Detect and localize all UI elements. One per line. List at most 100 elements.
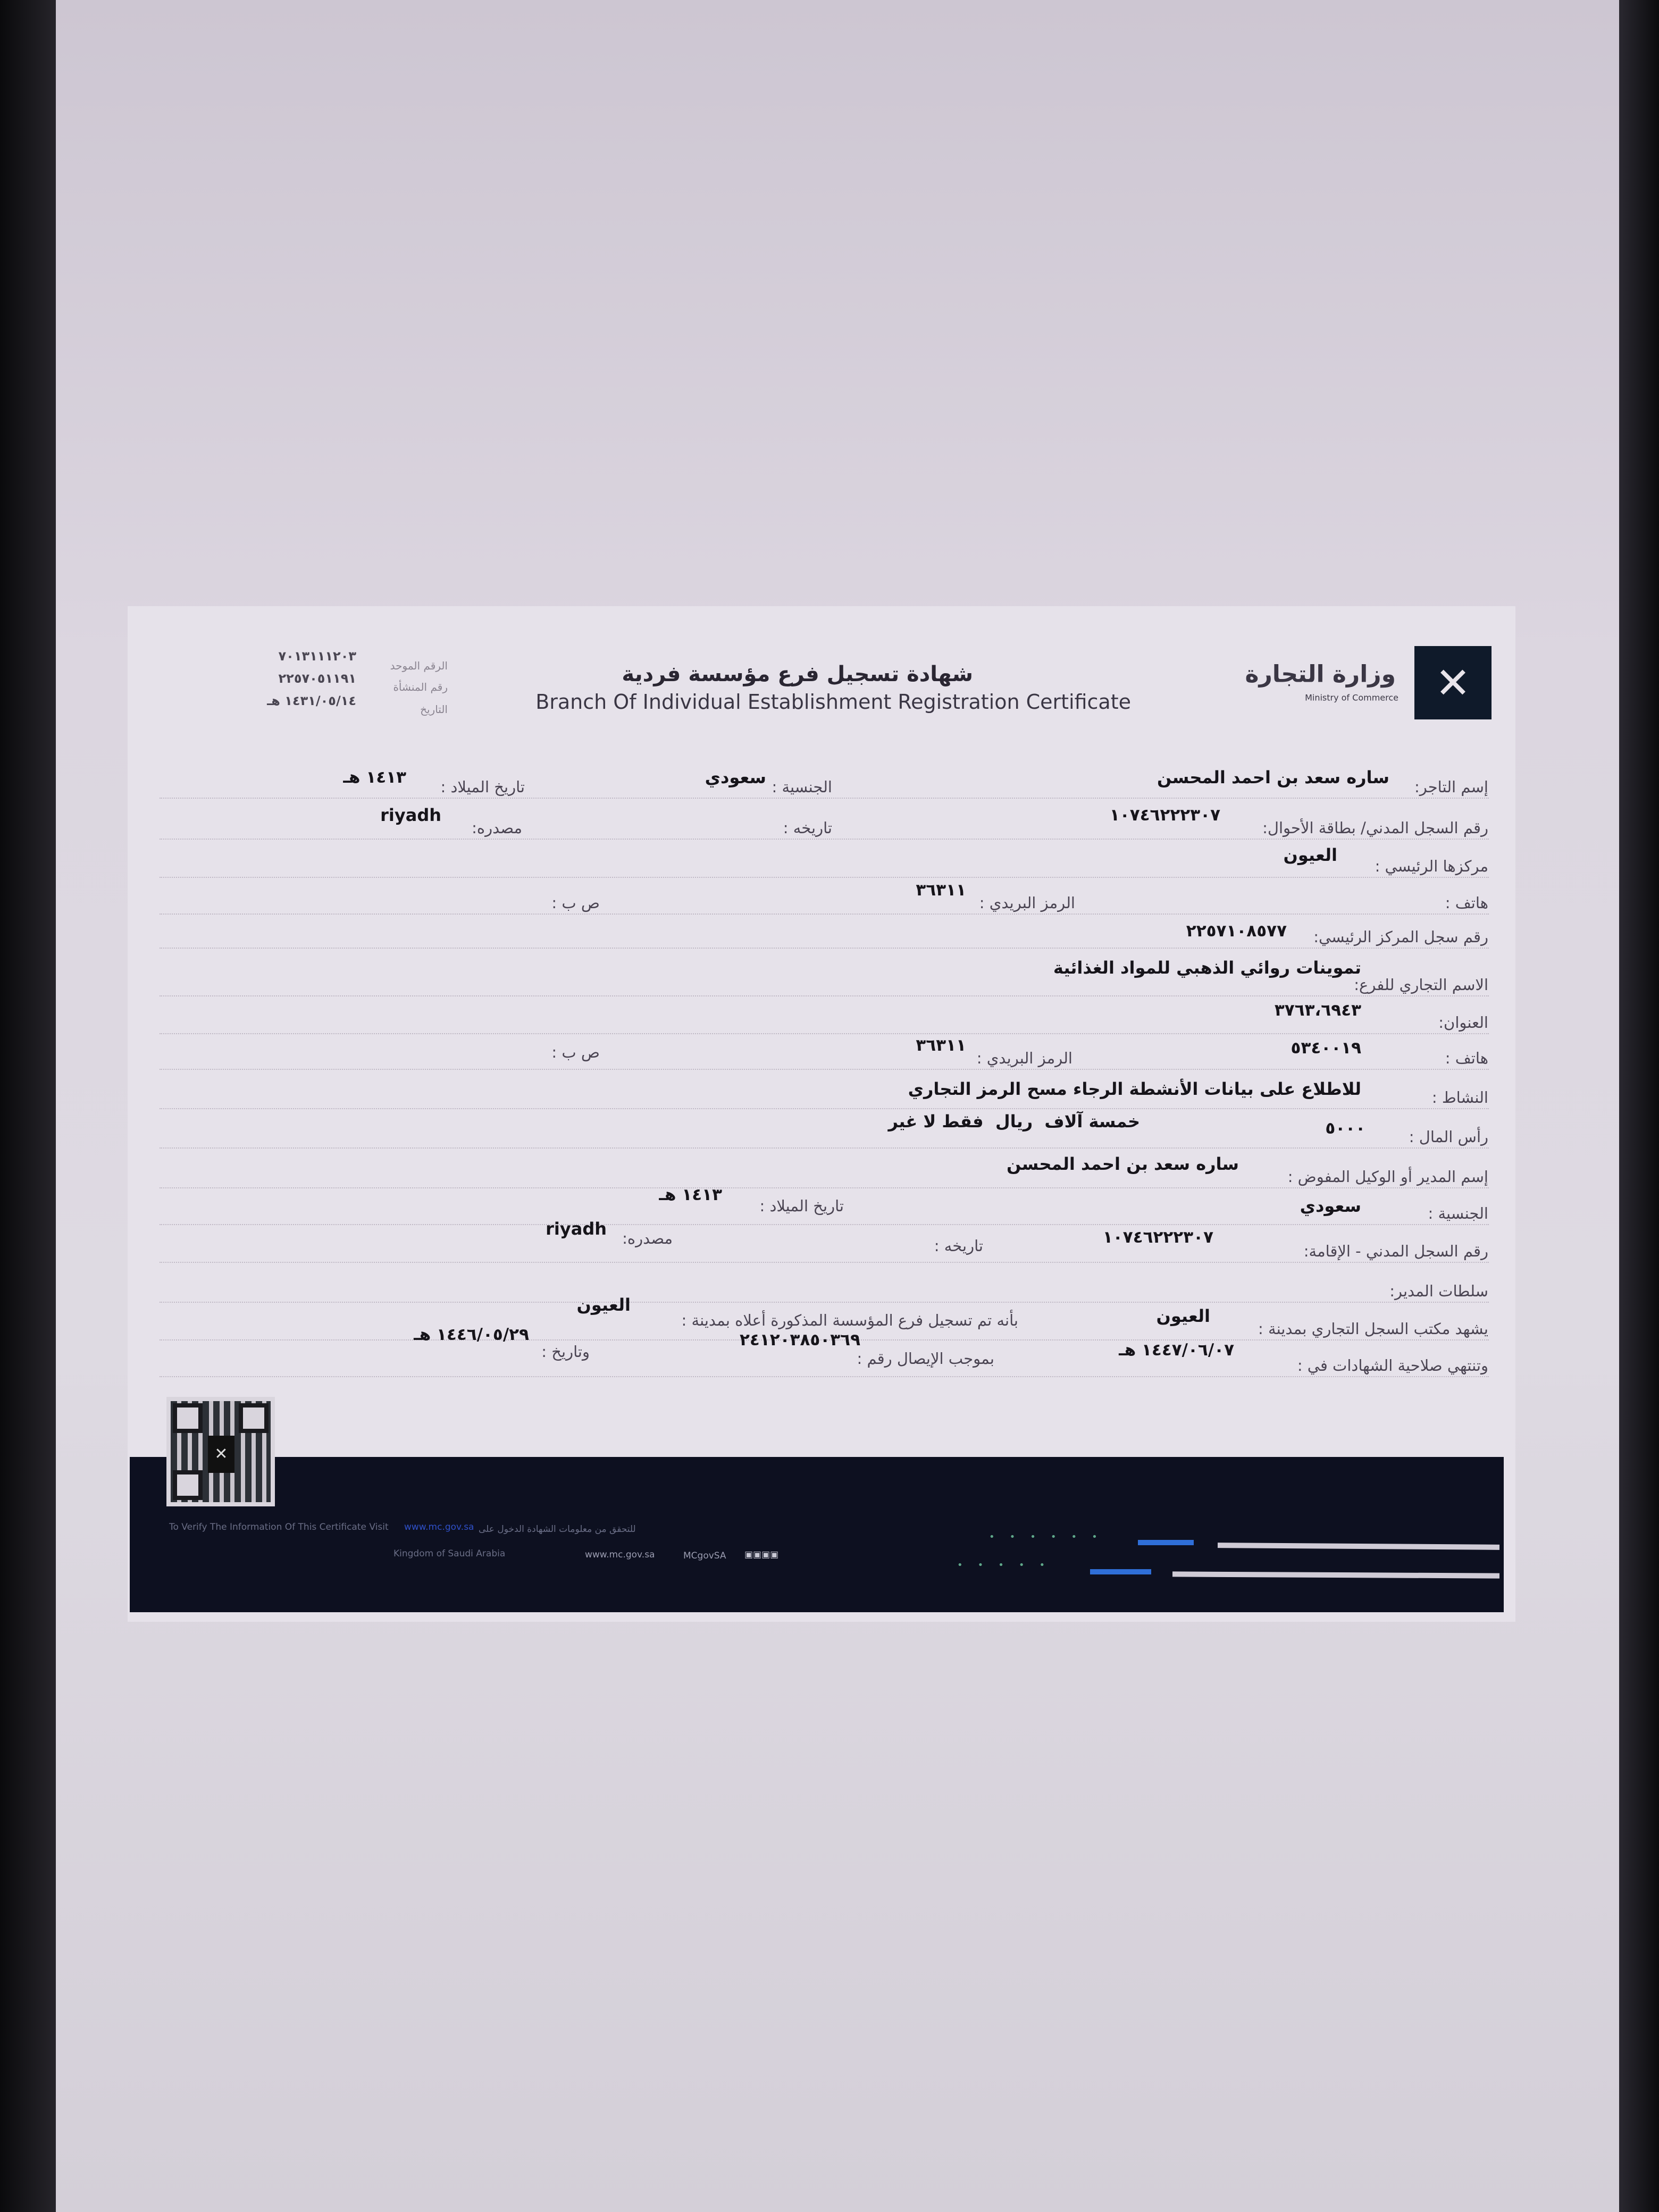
row-divider [160,1224,1489,1225]
po-box-label: ص ب : [551,894,600,912]
manager-powers-label: سلطات المدير: [1389,1282,1488,1300]
row-divider [160,839,1489,840]
manager-nationality-label: الجنسية : [1428,1204,1488,1222]
footer-website[interactable]: www.mc.gov.sa [585,1549,655,1560]
qr-code[interactable]: ✕ [166,1397,275,1506]
manager-birth: ١٤١٣ هـ [659,1185,722,1204]
civil-id: ١٠٧٤٦٢٢٢٣٠٧ [1109,806,1220,825]
cr-office-label: يشهد مكتب السجل التجاري بمدينة : [1258,1320,1488,1338]
footer-accent-bar [1138,1540,1194,1545]
nationality-label: الجنسية : [772,778,832,796]
issue-place: riyadh [380,805,441,825]
branch-phone-label: هاتف : [1445,1049,1488,1067]
footer-decor-dots: •••••• [989,1531,1112,1543]
row-divider [160,1187,1489,1188]
footer-country: Kingdom of Saudi Arabia [393,1548,506,1559]
merchant-name-label: إسم التاجر: [1414,778,1488,796]
meta-label-date: التاريخ [420,703,448,716]
footer-verify-link[interactable]: www.mc.gov.sa [404,1522,474,1532]
row-divider [160,1302,1489,1303]
row-divider [160,1262,1489,1263]
branch-trade-name: تموينات روائي الذهبي للمواد الغذائية [1053,958,1361,978]
main-cr-number: ٢٢٥٧١٠٨٥٧٧ [1186,921,1287,941]
address-label: العنوان: [1438,1013,1488,1032]
branch-po-box-label: ص ب : [551,1043,600,1061]
meta-label-unified-number: الرقم الموحد [390,659,448,672]
qr-emblem-icon: ✕ [208,1436,234,1473]
meta-unified-number: ٧٠١٣١١١٢٠٣ [278,649,356,664]
phone-label: هاتف : [1445,894,1488,912]
ministry-name-ar: وزارة التجارة [1245,660,1396,688]
manager-issue-place-label: مصدره: [622,1229,673,1247]
manager-name: ساره سعد بن احمد المحسن [1006,1154,1239,1174]
qr-finder [173,1403,203,1433]
manager-issue-place: riyadh [546,1219,607,1239]
row-divider [160,1069,1489,1070]
cr-office-city: العيون [1156,1306,1210,1326]
meta-label-establishment-number: رقم المنشأة [393,681,448,693]
manager-birth-label: تاريخ الميلاد : [759,1197,844,1215]
postal-code: ٣٦٣١١ [916,881,966,900]
phone-bezel-right [1619,0,1659,2212]
footer-verify-en: To Verify The Information Of This Certif… [169,1522,389,1532]
registered-label: بأنه تم تسجيل فرع المؤسسة المذكورة أعلاه… [681,1311,1018,1329]
footer-verify-ar: للتحقق من معلومات الشهادة الدخول على [479,1524,636,1535]
capital-in-words: خمسة آلاف ريال فقط لا غير [888,1111,1140,1132]
civil-id-label: رقم السجل المدني/ بطاقة الأحوال: [1262,819,1488,837]
branch-postal-code: ٣٦٣١١ [916,1036,966,1055]
manager-issue-date-label: تاريخه : [934,1237,983,1255]
row-divider [160,1147,1489,1149]
row-divider [160,914,1489,915]
receipt-date: ١٤٤٦/٠٥/٢٩ هـ [414,1325,529,1344]
receipt-date-label: وتاريخ : [541,1343,590,1361]
capital: ٥٠٠٠ [1325,1119,1365,1138]
headquarters-label: مركزها الرئيسي : [1375,857,1488,875]
merchant-name: ساره سعد بن احمد المحسن [1157,767,1389,787]
expiry-label: وتنتهي صلاحية الشهادات في : [1297,1356,1488,1375]
ministry-name-en: Ministry of Commerce [1305,692,1398,703]
manager-name-label: إسم المدير أو الوكيل المفوض : [1287,1168,1488,1186]
issue-place-label: مصدره: [472,819,522,837]
branch-trade-name-label: الاسم التجاري للفرع: [1354,976,1488,994]
postal-code-label: الرمز البريدي : [979,894,1075,912]
title-en: Branch Of Individual Establishment Regis… [535,690,1131,714]
birth-date: ١٤١٣ هـ [343,768,406,787]
registered-city: العيون [576,1295,631,1315]
row-divider [160,877,1489,878]
capital-label: رأس المال : [1409,1128,1488,1146]
activity: للاطلاع على بيانات الأنشطة الرجاء مسح ال… [908,1079,1361,1099]
receipt-label: بموجب الإيصال رقم : [857,1350,994,1368]
row-divider [160,1376,1489,1377]
certificate [128,606,1515,1622]
branch-phone: ٥٣٤٠٠١٩ [1291,1038,1361,1058]
phone-bezel-left [0,0,56,2212]
nationality: سعودي [705,767,766,787]
issue-date-label: تاريخه : [783,819,832,837]
main-cr-label: رقم سجل المركز الرئيسي: [1313,928,1488,946]
row-divider [160,995,1489,996]
qr-finder [239,1403,269,1433]
row-divider [160,1033,1489,1034]
receipt-number: ٢٤١٢٠٣٨٥٠٣٦٩ [739,1330,860,1350]
manager-id-label: رقم السجل المدني - الإقامة: [1303,1242,1488,1260]
footer-social-handle[interactable]: MCgovSA [683,1551,726,1561]
row-divider [160,1108,1489,1109]
social-media-icons[interactable]: ▣▣▣▣ [744,1549,779,1560]
meta-establishment-number: ٢٢٥٧٠٥١١٩١ [278,671,356,686]
saudi-emblem-logo: ✕ [1414,646,1492,719]
row-divider [160,1339,1489,1340]
expiry-date: ١٤٤٧/٠٦/٠٧ هـ [1119,1340,1234,1360]
footer-accent-bar [1090,1569,1151,1574]
footer-decor-dots: ••••• [957,1560,1060,1571]
qr-finder [173,1470,203,1500]
footer-bar [130,1457,1504,1612]
address: ٣٧٦٣،٦٩٤٣ [1274,1001,1361,1020]
activity-label: النشاط : [1431,1088,1488,1107]
title-ar: شهادة تسجيل فرع مؤسسة فردية [622,662,973,686]
manager-id: ١٠٧٤٦٢٢٢٣٠٧ [1102,1228,1213,1247]
manager-nationality: سعودي [1300,1196,1361,1216]
branch-postal-code-label: الرمز البريدي : [976,1049,1073,1067]
row-divider [160,948,1489,949]
row-divider [160,798,1489,799]
headquarters: العيون [1283,845,1337,865]
